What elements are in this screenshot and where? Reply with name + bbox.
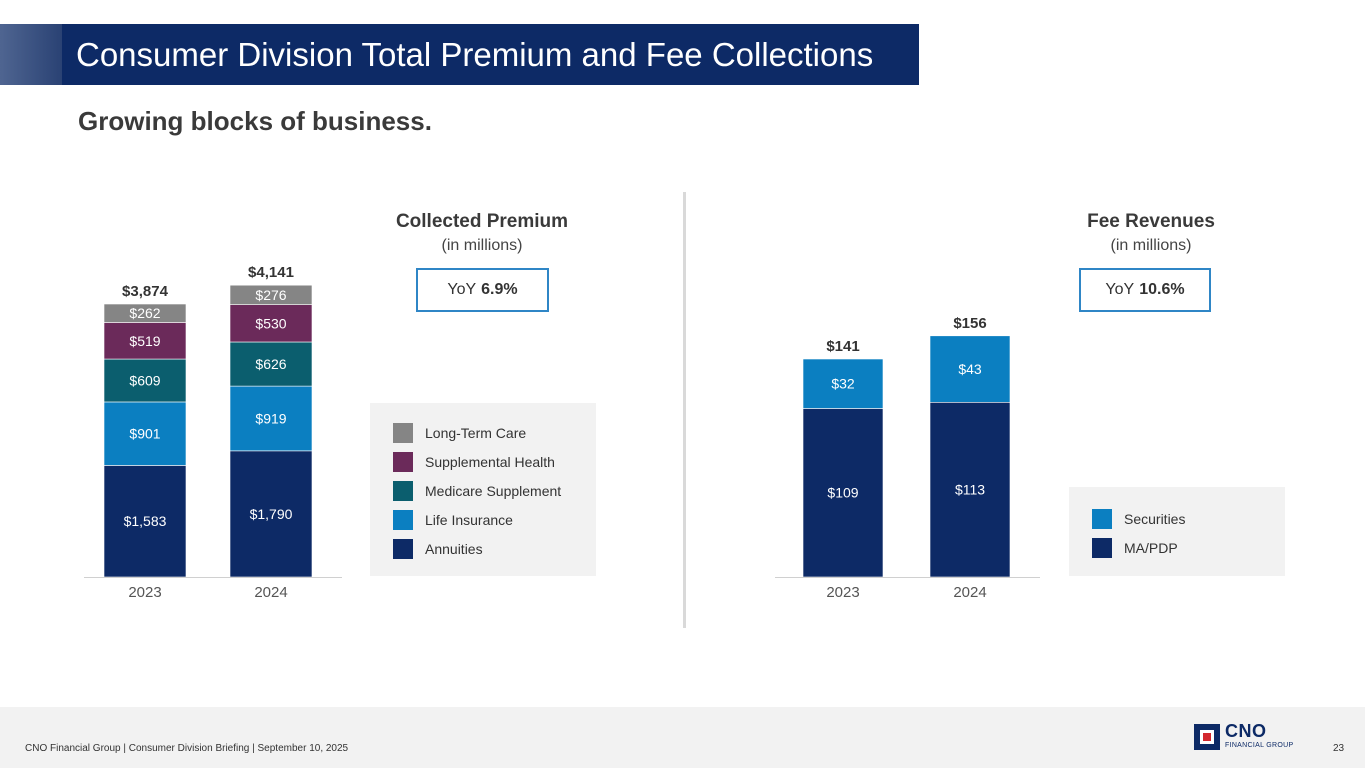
- premium-legend-swatch-annuities: [393, 539, 413, 559]
- fee-yoy-box: YoY 10.6%: [1079, 268, 1211, 312]
- premium-legend-swatch-supplemental-health: [393, 452, 413, 472]
- chart-divider: [683, 192, 686, 628]
- fee-legend-item-securities: Securities: [1092, 509, 1185, 529]
- premium-label-life-insurance-2024: $919: [255, 410, 286, 426]
- fee-yoy-value: 10.6%: [1139, 281, 1185, 298]
- premium-legend-item-medicare-supplement: Medicare Supplement: [393, 481, 561, 501]
- premium-legend: Long-Term Care Supplemental Health Medicar…: [370, 403, 596, 576]
- premium-legend-label-annuities: Annuities: [425, 541, 483, 557]
- fee-label-securities-2023: $32: [831, 376, 855, 392]
- fee-legend-item-ma-pdp: MA/PDP: [1092, 538, 1178, 558]
- fee-legend-label-securities: Securities: [1124, 511, 1186, 527]
- premium-label-annuities-2024: $1,790: [250, 506, 293, 522]
- premium-x-tick-2023: 2023: [128, 584, 161, 601]
- premium-bar-long-term-care-2024: [229, 284, 313, 305]
- premium-bar-annuities-2024: [229, 450, 313, 578]
- charts-canvas: $1,583 $901 $609 $519 $262 $3,874 2023 $1,790 $9…: [84, 264, 1040, 601]
- slide-subtitle: Growing blocks of business.: [78, 106, 432, 136]
- fee-bar-ma-pdp-2024: [929, 401, 1011, 578]
- page-number: 23: [1333, 743, 1345, 754]
- premium-label-supplemental-health-2024: $530: [255, 315, 286, 331]
- premium-chart-title: Collected Premium: [395, 211, 569, 232]
- premium-bar-supplemental-health-2023: [103, 322, 187, 360]
- premium-legend-item-annuities: Annuities: [393, 539, 483, 559]
- premium-legend-label-supplemental-health: Supplemental Health: [425, 454, 555, 470]
- fee-x-tick-2024: 2024: [953, 584, 986, 601]
- premium-legend-item-life-insurance: Life Insurance: [393, 510, 513, 530]
- premium-bar-medicare-supplement-2024: [229, 341, 313, 387]
- premium-total-label-2024: $4,141: [248, 264, 294, 281]
- premium-label-long-term-care-2023: $262: [129, 305, 160, 321]
- cno-logo-name: CNO: [1225, 721, 1267, 741]
- fee-total-label-2024: $156: [953, 315, 986, 332]
- fee-legend-swatch-securities: [1092, 509, 1112, 529]
- fee-chart-title: Fee Revenues: [1087, 211, 1215, 232]
- premium-bar-medicare-supplement-2023: [103, 358, 187, 403]
- title-accent: [0, 24, 62, 85]
- cno-logo: CNO FINANCIAL GROUP: [1194, 721, 1304, 752]
- premium-bar-long-term-care-2023: [103, 303, 187, 323]
- premium-legend-swatch-medicare-supplement: [393, 481, 413, 501]
- premium-legend-item-supplemental-health: Supplemental Health: [393, 452, 555, 472]
- premium-bar-supplemental-health-2024: [229, 304, 313, 343]
- footer-text: CNO Financial Group | Consumer Division …: [25, 743, 349, 754]
- fee-bar-ma-pdp-2023: [802, 408, 884, 578]
- fee-legend-label-ma-pdp: MA/PDP: [1124, 540, 1178, 556]
- title-bar: [62, 24, 919, 85]
- premium-label-supplemental-health-2023: $519: [129, 333, 160, 349]
- premium-legend-label-medicare-supplement: Medicare Supplement: [425, 483, 562, 499]
- premium-label-medicare-supplement-2023: $609: [129, 372, 160, 388]
- fee-legend: Securities MA/PDP: [1069, 487, 1285, 576]
- fee-yoy-prefix: YoY: [1105, 281, 1135, 298]
- fee-bar-securities-2024: [929, 335, 1011, 403]
- premium-legend-label-long-term-care: Long-Term Care: [425, 425, 527, 441]
- slide-title: Consumer Division Total Premium and Fee …: [76, 36, 874, 73]
- fee-x-tick-2023: 2023: [826, 584, 859, 601]
- fee-chart-header: Fee Revenues (in millions): [1051, 211, 1251, 255]
- cno-logo-sub: FINANCIAL GROUP: [1225, 742, 1294, 749]
- premium-legend-label-life-insurance: Life Insurance: [425, 512, 513, 528]
- premium-yoy-value: 6.9%: [481, 281, 518, 298]
- premium-bar-life-insurance-2023: [103, 401, 187, 466]
- cno-logo-icon: [1194, 724, 1220, 750]
- premium-x-tick-2024: 2024: [254, 584, 287, 601]
- footer-bar: [0, 707, 1365, 768]
- premium-legend-swatch-life-insurance: [393, 510, 413, 530]
- premium-yoy-box: YoY 6.9%: [416, 268, 549, 312]
- premium-label-annuities-2023: $1,583: [124, 513, 167, 529]
- premium-legend-swatch-long-term-care: [393, 423, 413, 443]
- fee-label-ma-pdp-2024: $113: [955, 482, 985, 498]
- premium-chart-units: (in millions): [441, 237, 523, 254]
- premium-label-life-insurance-2023: $901: [129, 426, 160, 442]
- premium-yoy-prefix: YoY: [447, 281, 477, 298]
- fee-legend-swatch-ma-pdp: [1092, 538, 1112, 558]
- fee-total-label-2023: $141: [826, 338, 859, 355]
- premium-label-medicare-supplement-2024: $626: [255, 356, 286, 372]
- premium-total-label-2023: $3,874: [122, 283, 169, 300]
- premium-legend-item-long-term-care: Long-Term Care: [393, 423, 526, 443]
- fee-label-securities-2024: $43: [958, 361, 982, 377]
- premium-chart-header: Collected Premium (in millions): [382, 211, 582, 255]
- premium-bar-annuities-2023: [103, 465, 187, 578]
- premium-label-long-term-care-2024: $276: [255, 287, 286, 303]
- fee-label-ma-pdp-2023: $109: [827, 485, 858, 501]
- fee-bar-securities-2023: [802, 358, 884, 409]
- premium-bar-life-insurance-2024: [229, 385, 313, 452]
- fee-chart-units: (in millions): [1110, 237, 1192, 254]
